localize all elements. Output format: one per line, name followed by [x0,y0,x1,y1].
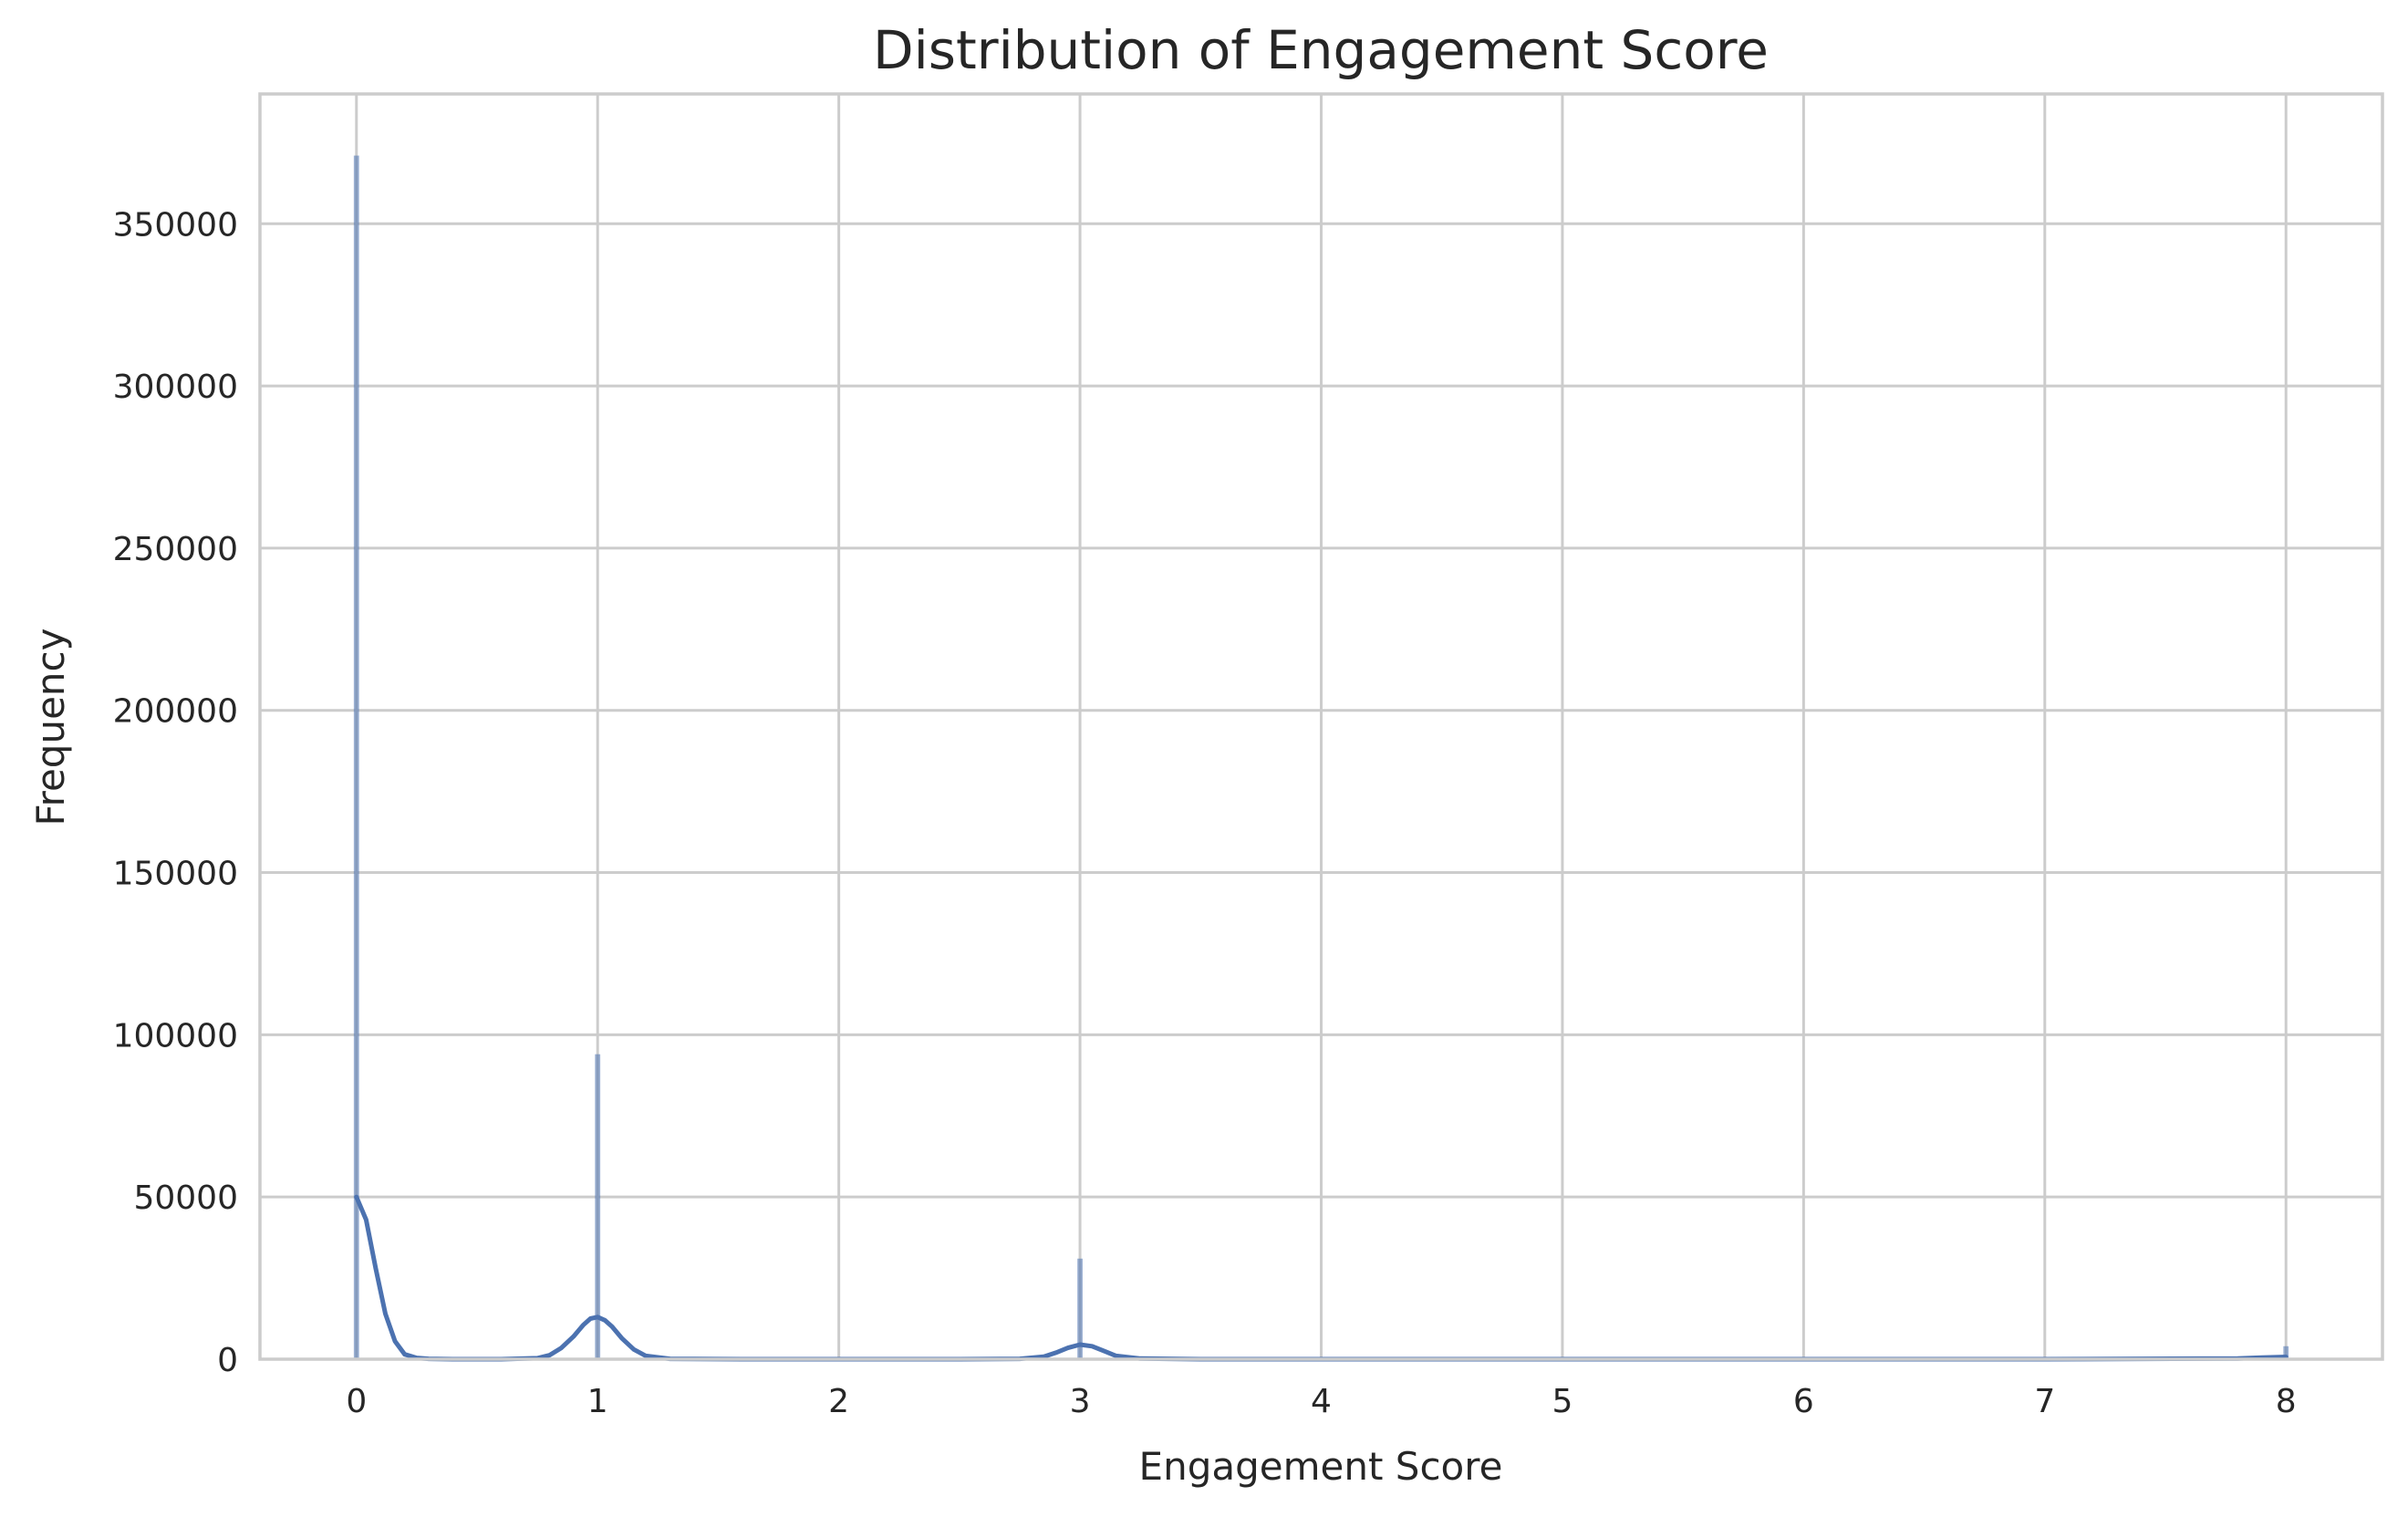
x-axis-ticks: 0 1 2 3 4 5 6 7 8 [346,1383,2296,1420]
y-tick-label: 350000 [113,206,238,244]
histogram-bars [353,155,2289,1360]
x-tick-label: 1 [587,1383,608,1420]
histogram-bar [353,155,359,1360]
x-axis-label: Engagement Score [1139,1444,1503,1489]
y-tick-label: 200000 [113,693,238,731]
histogram-bar [595,1054,601,1359]
x-tick-label: 4 [1311,1383,1332,1420]
x-tick-label: 5 [1552,1383,1572,1420]
y-tick-label: 50000 [133,1179,238,1217]
x-tick-label: 6 [1793,1383,1814,1420]
y-tick-label: 150000 [113,856,238,893]
grid-lines [260,94,2382,1361]
y-tick-label: 0 [217,1342,238,1379]
y-axis-ticks: 0 50000 100000 150000 200000 250000 300000 3500… [113,206,238,1379]
y-tick-label: 100000 [113,1017,238,1055]
plot-frame [258,92,2384,1361]
histogram-bar [2283,1346,2289,1359]
x-tick-label: 7 [2034,1383,2055,1420]
y-axis-label: Frequency [28,629,73,826]
x-tick-label: 0 [346,1383,367,1420]
x-tick-label: 8 [2276,1383,2297,1420]
x-tick-label: 3 [1070,1383,1091,1420]
y-tick-label: 300000 [113,369,238,406]
x-tick-label: 2 [828,1383,849,1420]
y-tick-label: 250000 [113,531,238,568]
histogram-bar [1077,1258,1083,1359]
chart-title: Distribution of Engagement Score [873,19,1769,81]
